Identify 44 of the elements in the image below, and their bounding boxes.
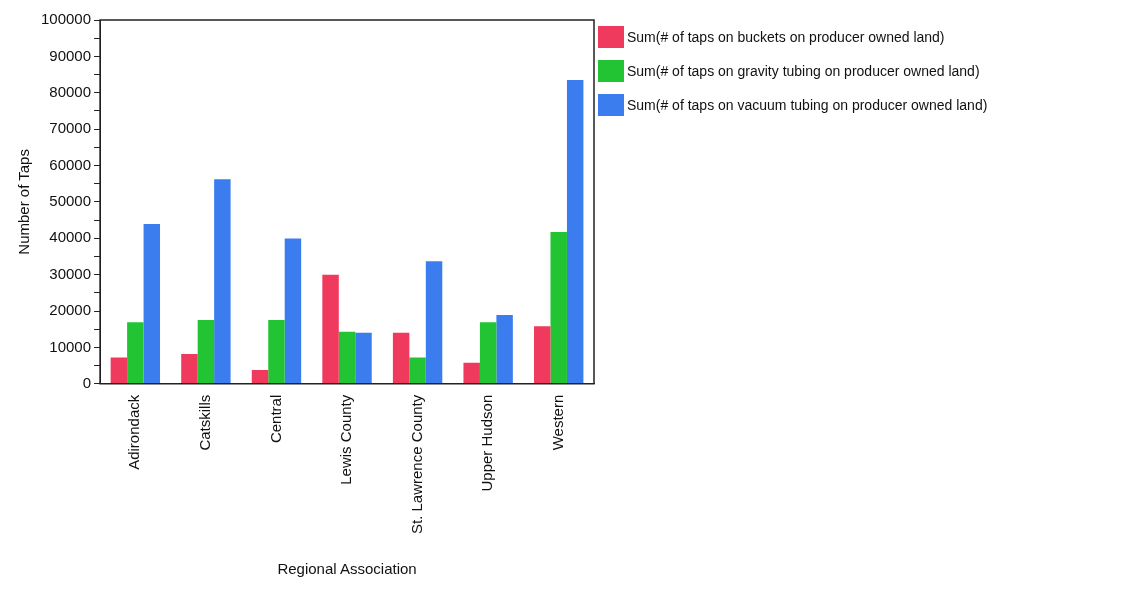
legend-label: Sum(# of taps on gravity tubing on producer owned land) <box>627 63 980 79</box>
x-tick-label: Lewis County <box>337 394 355 485</box>
bar <box>338 331 356 384</box>
bar <box>566 80 584 384</box>
x-tick-label: St. Lawrence County <box>407 394 425 535</box>
bar <box>181 353 198 384</box>
x-tick-label: Catskills <box>196 394 214 451</box>
x-tick-label: Western <box>548 394 566 451</box>
y-tick-label: 90000 <box>49 46 92 64</box>
y-tick-label: 100000 <box>40 10 92 28</box>
bar <box>392 332 410 384</box>
y-tick-label: 80000 <box>49 82 92 100</box>
y-tick-label: 70000 <box>49 119 92 137</box>
y-tick-label: 0 <box>82 373 92 391</box>
bar <box>251 369 269 384</box>
x-tick-label: Upper Hudson <box>478 394 496 492</box>
y-tick-label: 10000 <box>49 337 92 355</box>
y-tick-label: 50000 <box>49 192 92 210</box>
bar <box>550 232 567 384</box>
bar <box>496 315 513 384</box>
y-tick-label: 30000 <box>49 264 92 282</box>
bar <box>425 261 443 384</box>
bar <box>214 179 231 384</box>
bar <box>463 362 480 384</box>
legend-label: Sum(# of taps on buckets on producer owned land) <box>627 29 945 45</box>
bar <box>268 320 285 384</box>
x-tick-label: Central <box>266 394 284 444</box>
bar <box>127 322 144 384</box>
bar <box>534 326 551 384</box>
legend-label: Sum(# of taps on vacuum tubing on producer owned land) <box>627 97 988 113</box>
x-axis-title: Regional Association <box>277 560 417 578</box>
bar <box>284 238 302 384</box>
y-tick-label: 20000 <box>49 301 92 319</box>
y-tick-label: 60000 <box>49 155 92 173</box>
bar <box>322 274 339 384</box>
bar <box>355 332 372 384</box>
x-tick-label: Adirondack <box>125 394 143 470</box>
y-axis-title: Number of Taps <box>15 149 33 255</box>
y-tick-label: 40000 <box>49 228 92 246</box>
bar <box>143 224 161 384</box>
bar <box>479 322 497 384</box>
bar <box>409 357 426 384</box>
bar <box>197 320 215 384</box>
bar <box>110 357 128 384</box>
